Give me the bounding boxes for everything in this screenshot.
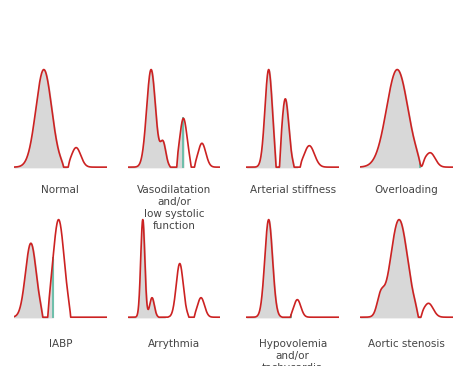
- Text: Arterial stiffness: Arterial stiffness: [250, 185, 336, 195]
- Text: Hypovolemia
and/or
tachycardia: Hypovolemia and/or tachycardia: [259, 339, 327, 366]
- Text: Vasodilatation
and/or
low systolic
function: Vasodilatation and/or low systolic funct…: [137, 185, 211, 231]
- Text: Normal: Normal: [42, 185, 79, 195]
- Text: IABP: IABP: [49, 339, 72, 348]
- Text: Aortic stenosis: Aortic stenosis: [368, 339, 445, 348]
- Text: Arrythmia: Arrythmia: [148, 339, 200, 348]
- Text: Overloading: Overloading: [374, 185, 438, 195]
